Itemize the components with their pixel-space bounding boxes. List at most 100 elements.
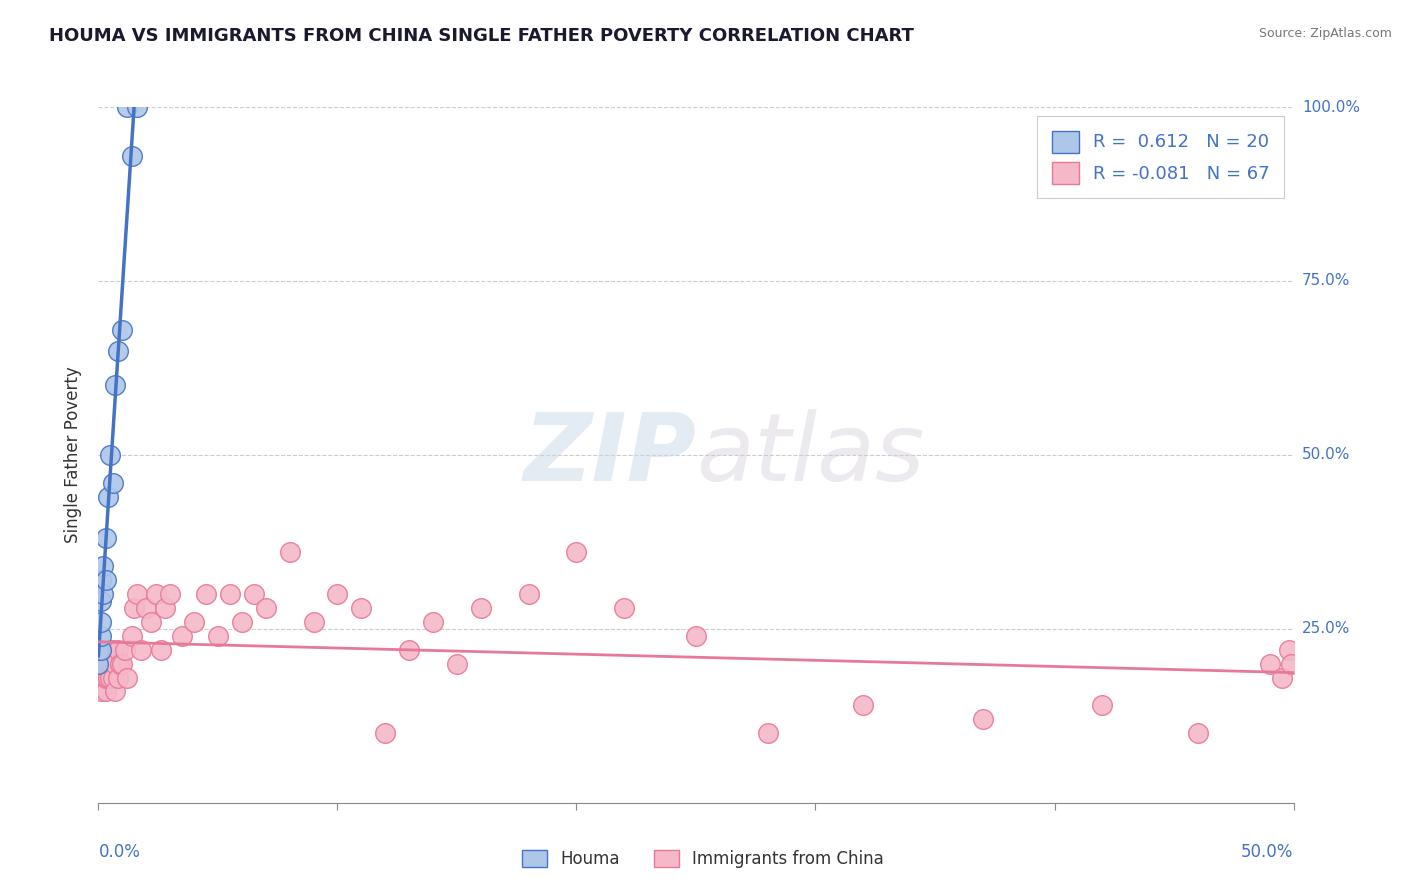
- Point: [90, 671, 112, 685]
- Point: [101, 475, 124, 490]
- Point: [1271, 671, 1294, 685]
- Point: [243, 587, 266, 601]
- Point: [121, 629, 143, 643]
- Point: [1258, 657, 1281, 671]
- Point: [172, 629, 194, 643]
- Point: [194, 587, 217, 601]
- Point: [1278, 642, 1301, 657]
- Point: [107, 343, 129, 358]
- Y-axis label: Single Father Poverty: Single Father Poverty: [65, 367, 83, 543]
- Point: [94, 532, 117, 546]
- Text: HOUMA VS IMMIGRANTS FROM CHINA SINGLE FATHER POVERTY CORRELATION CHART: HOUMA VS IMMIGRANTS FROM CHINA SINGLE FA…: [49, 27, 914, 45]
- Point: [101, 642, 124, 657]
- Text: 50.0%: 50.0%: [1302, 448, 1350, 462]
- Point: [107, 642, 129, 657]
- Point: [97, 642, 120, 657]
- Point: [94, 684, 117, 698]
- Point: [107, 671, 129, 685]
- Point: [350, 601, 373, 615]
- Point: [94, 657, 117, 671]
- Text: 25.0%: 25.0%: [1302, 622, 1350, 636]
- Point: [94, 573, 117, 587]
- Point: [302, 615, 325, 629]
- Point: [756, 726, 779, 740]
- Point: [149, 642, 172, 657]
- Point: [91, 657, 114, 671]
- Point: [159, 587, 181, 601]
- Point: [145, 587, 167, 601]
- Text: 100.0%: 100.0%: [1302, 100, 1360, 114]
- Point: [1279, 657, 1302, 671]
- Point: [125, 100, 148, 114]
- Text: Source: ZipAtlas.com: Source: ZipAtlas.com: [1258, 27, 1392, 40]
- Point: [278, 545, 301, 559]
- Point: [87, 657, 110, 671]
- Point: [91, 559, 114, 574]
- Point: [90, 642, 112, 657]
- Point: [98, 671, 122, 685]
- Point: [613, 601, 636, 615]
- Point: [114, 642, 136, 657]
- Point: [90, 642, 112, 657]
- Point: [852, 698, 875, 713]
- Point: [87, 642, 110, 657]
- Text: atlas: atlas: [696, 409, 924, 500]
- Point: [517, 587, 540, 601]
- Point: [139, 615, 162, 629]
- Point: [374, 726, 396, 740]
- Point: [98, 657, 122, 671]
- Point: [87, 657, 110, 671]
- Point: [97, 671, 120, 685]
- Point: [101, 671, 124, 685]
- Point: [219, 587, 242, 601]
- Text: ZIP: ZIP: [523, 409, 696, 501]
- Point: [972, 712, 994, 726]
- Point: [90, 594, 112, 608]
- Point: [131, 642, 153, 657]
- Point: [104, 657, 127, 671]
- Point: [90, 657, 112, 671]
- Point: [91, 642, 114, 657]
- Point: [121, 149, 143, 163]
- Point: [97, 490, 120, 504]
- Point: [90, 629, 112, 643]
- Point: [254, 601, 277, 615]
- Point: [94, 671, 117, 685]
- Point: [111, 323, 134, 337]
- Point: [183, 615, 205, 629]
- Point: [155, 601, 177, 615]
- Point: [135, 601, 157, 615]
- Point: [207, 629, 229, 643]
- Point: [565, 545, 588, 559]
- Text: 0.0%: 0.0%: [98, 843, 141, 861]
- Point: [90, 684, 112, 698]
- Point: [115, 100, 138, 114]
- Point: [1187, 726, 1209, 740]
- Point: [685, 629, 707, 643]
- Point: [326, 587, 349, 601]
- Legend: R =  0.612   N = 20, R = -0.081   N = 67: R = 0.612 N = 20, R = -0.081 N = 67: [1038, 116, 1285, 198]
- Point: [87, 671, 110, 685]
- Point: [125, 587, 148, 601]
- Point: [104, 684, 127, 698]
- Point: [470, 601, 492, 615]
- Point: [111, 657, 134, 671]
- Point: [231, 615, 253, 629]
- Point: [124, 601, 146, 615]
- Point: [90, 615, 112, 629]
- Point: [90, 657, 112, 671]
- Point: [91, 587, 114, 601]
- Point: [398, 642, 420, 657]
- Point: [422, 615, 444, 629]
- Point: [108, 657, 131, 671]
- Point: [104, 378, 127, 392]
- Point: [91, 671, 114, 685]
- Point: [98, 448, 122, 462]
- Text: 75.0%: 75.0%: [1302, 274, 1350, 288]
- Point: [115, 671, 138, 685]
- Legend: Houma, Immigrants from China: Houma, Immigrants from China: [516, 843, 890, 875]
- Point: [1091, 698, 1114, 713]
- Point: [90, 573, 112, 587]
- Point: [446, 657, 468, 671]
- Text: 50.0%: 50.0%: [1241, 843, 1294, 861]
